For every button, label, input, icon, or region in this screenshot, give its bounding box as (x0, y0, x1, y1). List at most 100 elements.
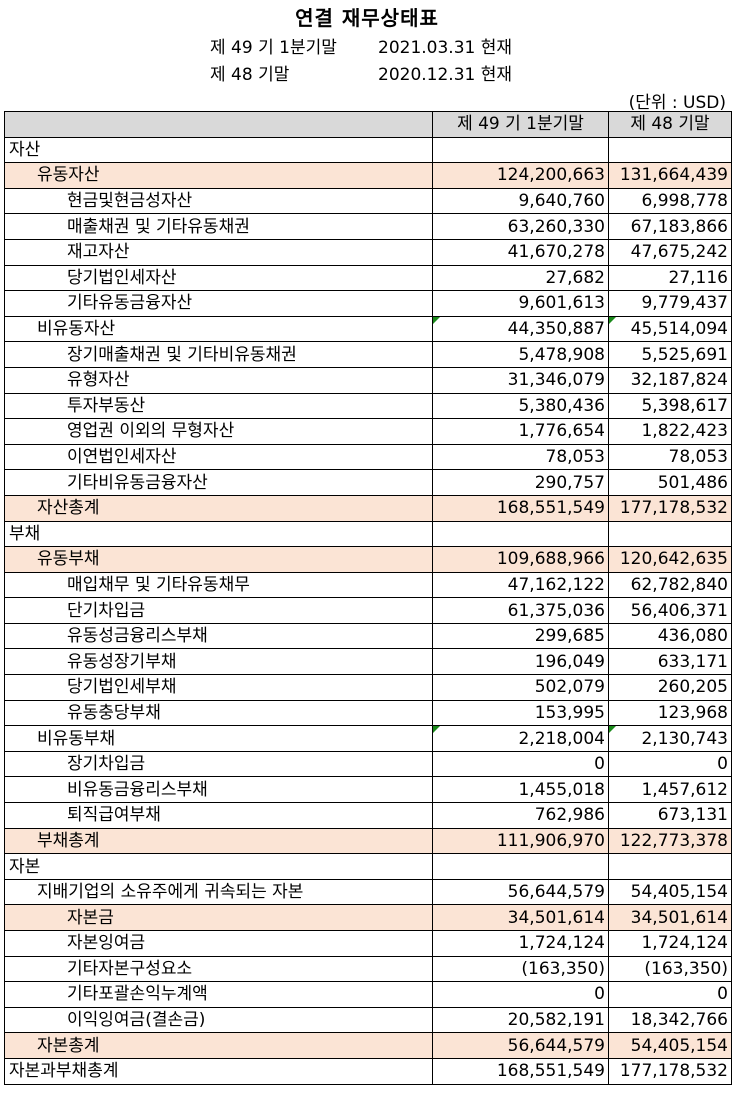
current-period-amount: 299,685 (432, 622, 609, 650)
prior-amount-text: 673,131 (657, 805, 728, 826)
current-period-amount: 1,455,018 (432, 776, 609, 804)
table-row: 투자부동산 5,380,436 5,398,617 (4, 392, 732, 420)
prior-amount-text: 122,773,378 (619, 830, 728, 851)
account-name: 재고자산 (4, 238, 433, 266)
table-row: 자본잉여금 1,724,124 1,724,124 (4, 930, 732, 957)
table-row: 자본총계 56,644,579 54,405,154 (4, 1032, 732, 1059)
prior-amount-text: 177,178,532 (619, 1061, 728, 1082)
account-name: 현금및현금성자산 (4, 187, 433, 215)
account-name: 자본잉여금 (4, 930, 433, 957)
account-name: 단기차입금 (4, 597, 433, 624)
current-amount-text: 153,995 (534, 702, 605, 723)
table-row: 부채총계 111,906,970 122,773,378 (4, 827, 732, 855)
current-period-amount: 9,601,613 (432, 290, 609, 317)
account-name: 유동부채 (4, 546, 433, 573)
account-name: 자산 (4, 136, 433, 164)
current-period-amount: 111,906,970 (432, 827, 609, 855)
account-name: 기타유동금융자산 (4, 290, 433, 317)
current-period-amount (432, 520, 609, 548)
table-row: 이연법인세자산 78,053 78,053 (4, 443, 732, 471)
prior-period-amount: 122,773,378 (608, 827, 732, 855)
prior-amount-text: 436,080 (657, 626, 728, 647)
current-period-amount: 47,162,122 (432, 571, 609, 599)
account-name: 부채총계 (4, 827, 433, 855)
table-row: 유동부채 109,688,966 120,642,635 (4, 546, 732, 573)
account-name: 자산총계 (4, 494, 433, 522)
current-amount-text: 762,986 (534, 805, 605, 826)
prior-amount-text: 633,171 (657, 651, 728, 672)
prior-amount-text: 260,205 (657, 677, 728, 698)
statement-title: 연결 재무상태표 (295, 6, 439, 30)
current-period-amount: 27,682 (432, 264, 609, 292)
prior-amount-text: 5,398,617 (641, 395, 728, 416)
account-name: 퇴직급여부채 (4, 802, 433, 829)
current-amount-text: (163,350) (521, 958, 605, 979)
prior-amount-text: 177,178,532 (619, 498, 728, 519)
prior-amount-text: 32,187,824 (630, 370, 728, 391)
prior-period-amount: 0 (608, 981, 732, 1008)
current-period-amount: 196,049 (432, 648, 609, 676)
account-name: 유동성금융리스부채 (4, 622, 433, 650)
table-row: 비유동자산 44,350,887 45,514,094 (4, 315, 732, 343)
table-row: 재고자산 41,670,278 47,675,242 (4, 238, 732, 266)
current-amount-text: 9,640,760 (518, 191, 605, 212)
current-amount-text: 168,551,549 (496, 498, 605, 519)
prior-amount-text: 131,664,439 (619, 165, 728, 186)
current-amount-text: 27,682 (545, 267, 605, 288)
prior-period-amount: 45,514,094 (608, 315, 732, 343)
prior-period-amount: (163,350) (608, 955, 732, 983)
current-period-amount: (163,350) (432, 955, 609, 983)
header-prior-period: 제 48 기말 (608, 111, 732, 138)
account-name: 기타자본구성요소 (4, 955, 433, 983)
account-name: 자본과부채총계 (4, 1057, 433, 1085)
current-amount-text: 63,260,330 (507, 216, 605, 237)
current-amount-text: 20,582,191 (507, 1010, 605, 1031)
current-amount-text: 168,551,549 (496, 1061, 605, 1082)
account-name: 부채 (4, 520, 433, 548)
prior-period-amount: 436,080 (608, 622, 732, 650)
account-name: 유동충당부채 (4, 699, 433, 727)
current-amount-text: 124,200,663 (496, 165, 605, 186)
current-period-amount: 34,501,614 (432, 904, 609, 931)
prior-period-amount: 123,968 (608, 699, 732, 727)
current-period-amount: 78,053 (432, 443, 609, 471)
current-period-amount: 31,346,079 (432, 366, 609, 394)
prior-period-amount: 120,642,635 (608, 546, 732, 573)
table-row: 지배기업의 소유주에게 귀속되는 자본 56,644,579 54,405,154 (4, 878, 732, 906)
account-name: 장기매출채권 및 기타비유동채권 (4, 341, 433, 368)
prior-amount-text: 0 (717, 754, 728, 775)
prior-amount-text: 2,130,743 (641, 728, 728, 749)
cell-comment-flag-icon (609, 726, 616, 734)
current-amount-text: 47,162,122 (507, 574, 605, 595)
prior-period-amount (608, 520, 732, 548)
account-name: 유동자산 (4, 162, 433, 189)
account-name: 매출채권 및 기타유동채권 (4, 213, 433, 240)
account-name: 투자부동산 (4, 392, 433, 420)
current-period-amount (432, 136, 609, 164)
table-row: 비유동금융리스부채 1,455,018 1,457,612 (4, 776, 732, 804)
account-name: 유동성장기부채 (4, 648, 433, 676)
prior-period-amount: 78,053 (608, 443, 732, 471)
table-row: 기타자본구성요소 (163,350) (163,350) (4, 955, 732, 983)
prior-period-amount: 0 (608, 750, 732, 778)
prior-period-amount: 1,724,124 (608, 930, 732, 957)
current-amount-text: 290,757 (534, 472, 605, 493)
current-amount-text: 9,601,613 (518, 293, 605, 314)
current-period-amount: 290,757 (432, 469, 609, 496)
prior-amount-text: 56,406,371 (630, 600, 728, 621)
table-row: 자본과부채총계 168,551,549 177,178,532 (4, 1057, 732, 1085)
prior-amount-text: 54,405,154 (630, 882, 728, 903)
account-name: 지배기업의 소유주에게 귀속되는 자본 (4, 878, 433, 906)
account-name: 비유동금융리스부채 (4, 776, 433, 804)
table-row: 매출채권 및 기타유동채권 63,260,330 67,183,866 (4, 213, 732, 240)
cell-comment-flag-icon (609, 317, 616, 324)
prior-period-amount: 2,130,743 (608, 725, 732, 752)
table-row: 기타비유동금융자산 290,757 501,486 (4, 469, 732, 496)
table-row: 이익잉여금(결손금) 20,582,191 18,342,766 (4, 1006, 732, 1034)
current-period-amount: 1,776,654 (432, 418, 609, 445)
current-period-amount: 44,350,887 (432, 315, 609, 343)
prior-amount-text: 34,501,614 (630, 907, 728, 928)
current-amount-text: 0 (594, 984, 605, 1005)
cell-comment-flag-icon (433, 317, 440, 324)
prior-period-label: 제 48 기말 (210, 65, 290, 85)
